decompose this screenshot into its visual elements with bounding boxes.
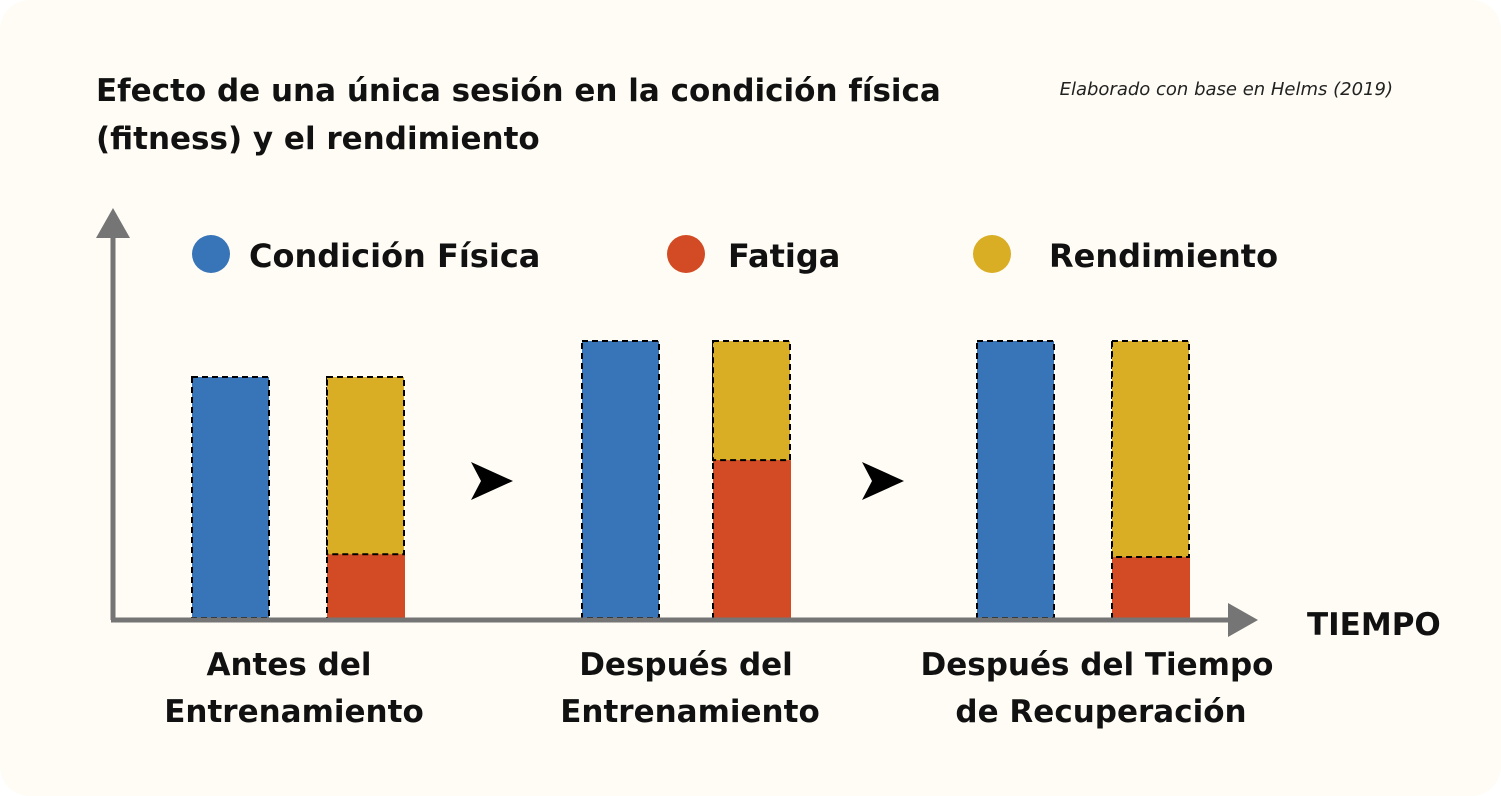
bar-fatiga-3 [1113, 557, 1190, 618]
x-axis-arrowhead-icon [1228, 603, 1258, 637]
category-labels: Antes del Entrenamiento Después del Entr… [164, 647, 1273, 730]
category-label-3-line-2: de Recuperación [955, 694, 1246, 730]
bar-rendimiento-1 [326, 376, 405, 556]
axes [96, 208, 1258, 637]
legend-marker-rendimiento [973, 235, 1011, 273]
legend-marker-fatiga [667, 235, 705, 273]
y-axis-arrowhead-icon [96, 208, 130, 238]
bar-fatiga-2 [714, 460, 791, 618]
bar-condicion-fisica-3 [976, 340, 1055, 619]
legend-label-fatiga: Fatiga [728, 237, 840, 275]
legend-marker-condicion-fisica [192, 235, 230, 273]
bar-rendimiento-2 [712, 340, 791, 462]
bar-fatiga-1 [328, 554, 405, 618]
bar-condicion-fisica-1 [191, 376, 270, 620]
legend-label-condicion-fisica: Condición Física [249, 237, 540, 275]
arrowhead-right-icon [862, 462, 904, 500]
category-label-3-line-1: Después del Tiempo [921, 647, 1274, 683]
chart-title-line-1: Efecto de una única sesión en la condici… [96, 73, 941, 109]
source-note: Elaborado con base en Helms (2019) [1060, 79, 1393, 100]
bars [191, 340, 1190, 620]
category-label-2-line-1: Después del [579, 647, 793, 683]
bar-rendimiento-3 [1111, 340, 1190, 559]
category-label-1-line-1: Antes del [207, 647, 372, 683]
legend-label-rendimiento: Rendimiento [1049, 237, 1278, 275]
x-axis-label: TIEMPO [1307, 607, 1441, 643]
legend: Condición Física Fatiga Rendimiento [192, 235, 1278, 275]
category-label-1-line-2: Entrenamiento [164, 694, 424, 730]
chart-title-line-2: (fitness) y el rendimiento [96, 121, 540, 157]
category-label-2-line-2: Entrenamiento [560, 694, 820, 730]
arrowhead-right-icon [471, 462, 513, 500]
bar-condicion-fisica-2 [581, 340, 660, 619]
